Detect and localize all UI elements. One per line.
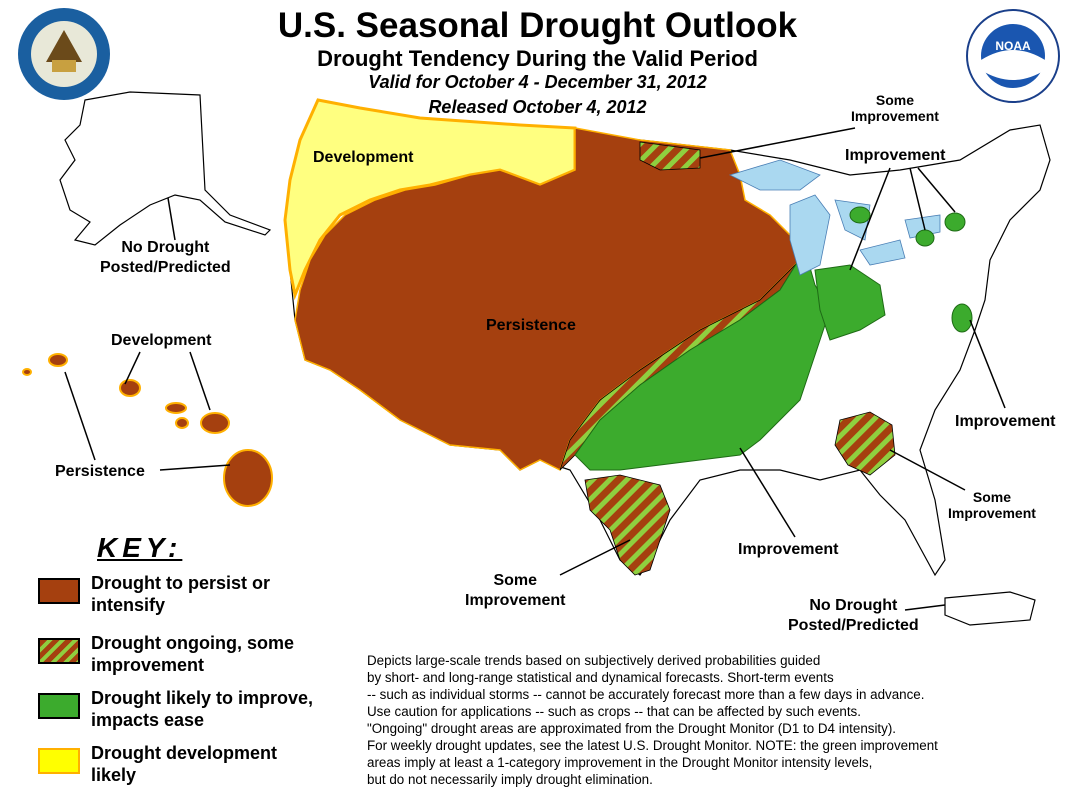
notes-line: but do not necessarily imply drought eli…	[367, 772, 653, 787]
label-some-improvement-north-line2: Improvement	[851, 108, 939, 124]
notes-line: For weekly drought updates, see the late…	[367, 738, 938, 753]
label-some-improvement-tx-line1: Some	[493, 572, 538, 589]
label-persistence-hi: Persistence	[55, 463, 145, 480]
puerto-rico-outline	[944, 591, 1036, 626]
improvement-ne-1	[849, 206, 871, 224]
hawaii-islands	[22, 353, 273, 507]
label-some-improvement-se-line1: Some	[972, 489, 1012, 505]
key-item-improve-line1: Drought likely to improve,	[91, 688, 314, 708]
improve-swatch	[38, 693, 80, 719]
notes-line: Use caution for applications -- such as …	[367, 704, 861, 719]
improvement-ne-3	[944, 212, 966, 232]
label-some-improvement-se: Some Improvement	[948, 489, 1036, 521]
key-item-persist-line2: intensify	[91, 595, 166, 615]
improvement-area-south	[574, 248, 831, 471]
label-development-west: Development	[313, 149, 414, 166]
key-item-some-improvement-text: Drought ongoing, some improvement	[91, 632, 294, 676]
label-some-improvement-tx: Some Improvement	[465, 571, 565, 611]
label-no-drought-pr: No Drought Posted/Predicted	[788, 596, 919, 636]
label-improvement-east: Improvement	[955, 413, 1056, 430]
commerce-seal-icon	[18, 8, 110, 100]
key-item-develop-text: Drought development likely	[91, 742, 277, 786]
notes-line: Depicts large-scale trends based on subj…	[367, 653, 821, 668]
notes-text: Depicts large-scale trends based on subj…	[367, 652, 938, 788]
key-heading: KEY:	[97, 532, 183, 563]
noaa-logo-icon: NOAA	[966, 9, 1060, 103]
map-title: U.S. Seasonal Drought Outlook	[277, 6, 798, 45]
svg-text:NOAA: NOAA	[995, 39, 1031, 53]
alaska-outline	[59, 91, 272, 246]
notes-line: areas imply at least a 1-category improv…	[367, 755, 873, 770]
some-improvement-texas	[584, 474, 671, 576]
label-some-improvement-north-line1: Some	[875, 92, 915, 108]
some-improvement-north	[639, 141, 701, 171]
label-improvement-south: Improvement	[738, 541, 839, 558]
some-improvement-georgia	[834, 411, 896, 476]
improvement-ne-2	[915, 229, 935, 247]
map-subtitle: Drought Tendency During the Valid Period	[317, 46, 758, 71]
key-item-persist-text: Drought to persist or intensify	[91, 572, 270, 616]
key-item-improve-line2: impacts ease	[91, 710, 205, 730]
development-area-nw	[283, 98, 577, 301]
develop-swatch	[38, 748, 80, 774]
label-some-improvement-north: Some Improvement	[851, 92, 939, 124]
key-item-some-improvement-line1: Drought ongoing, some	[91, 633, 294, 653]
key-item-develop-line2: likely	[91, 765, 137, 785]
improvement-area-ohio	[814, 264, 886, 341]
label-no-drought-ak-line2: Posted/Predicted	[100, 259, 231, 276]
label-no-drought-ak: No Drought Posted/Predicted	[100, 238, 231, 278]
label-some-improvement-tx-line2: Improvement	[465, 592, 566, 609]
notes-line: "Ongoing" drought areas are approximated…	[367, 721, 897, 736]
label-improvement-ne: Improvement	[845, 147, 946, 164]
key-item-improve-text: Drought likely to improve, impacts ease	[91, 687, 313, 731]
valid-period: Valid for October 4 - December 31, 2012	[368, 72, 707, 92]
key-item-develop-line1: Drought development	[91, 743, 278, 763]
callout-lines	[64, 127, 1006, 611]
key-item-some-improvement-line2: improvement	[91, 655, 205, 675]
some-improvement-swatch	[38, 638, 80, 664]
notes-line: -- such as individual storms -- cannot b…	[367, 687, 925, 702]
persist-swatch	[38, 578, 80, 604]
great-lakes	[728, 159, 941, 276]
label-some-improvement-se-line2: Improvement	[948, 505, 1036, 521]
notes-line: by short- and long-range statistical and…	[367, 670, 834, 685]
improvement-mid-atlantic	[951, 303, 973, 333]
label-no-drought-ak-line1: No Drought	[121, 239, 210, 256]
label-no-drought-pr-line2: Posted/Predicted	[788, 617, 919, 634]
key-item-persist-line1: Drought to persist or	[91, 573, 270, 593]
release-date: Released October 4, 2012	[428, 97, 647, 117]
persistence-area-west	[294, 127, 801, 472]
label-persistence-west: Persistence	[486, 317, 576, 334]
label-development-hi: Development	[111, 332, 212, 349]
label-no-drought-pr-line1: No Drought	[809, 597, 898, 614]
